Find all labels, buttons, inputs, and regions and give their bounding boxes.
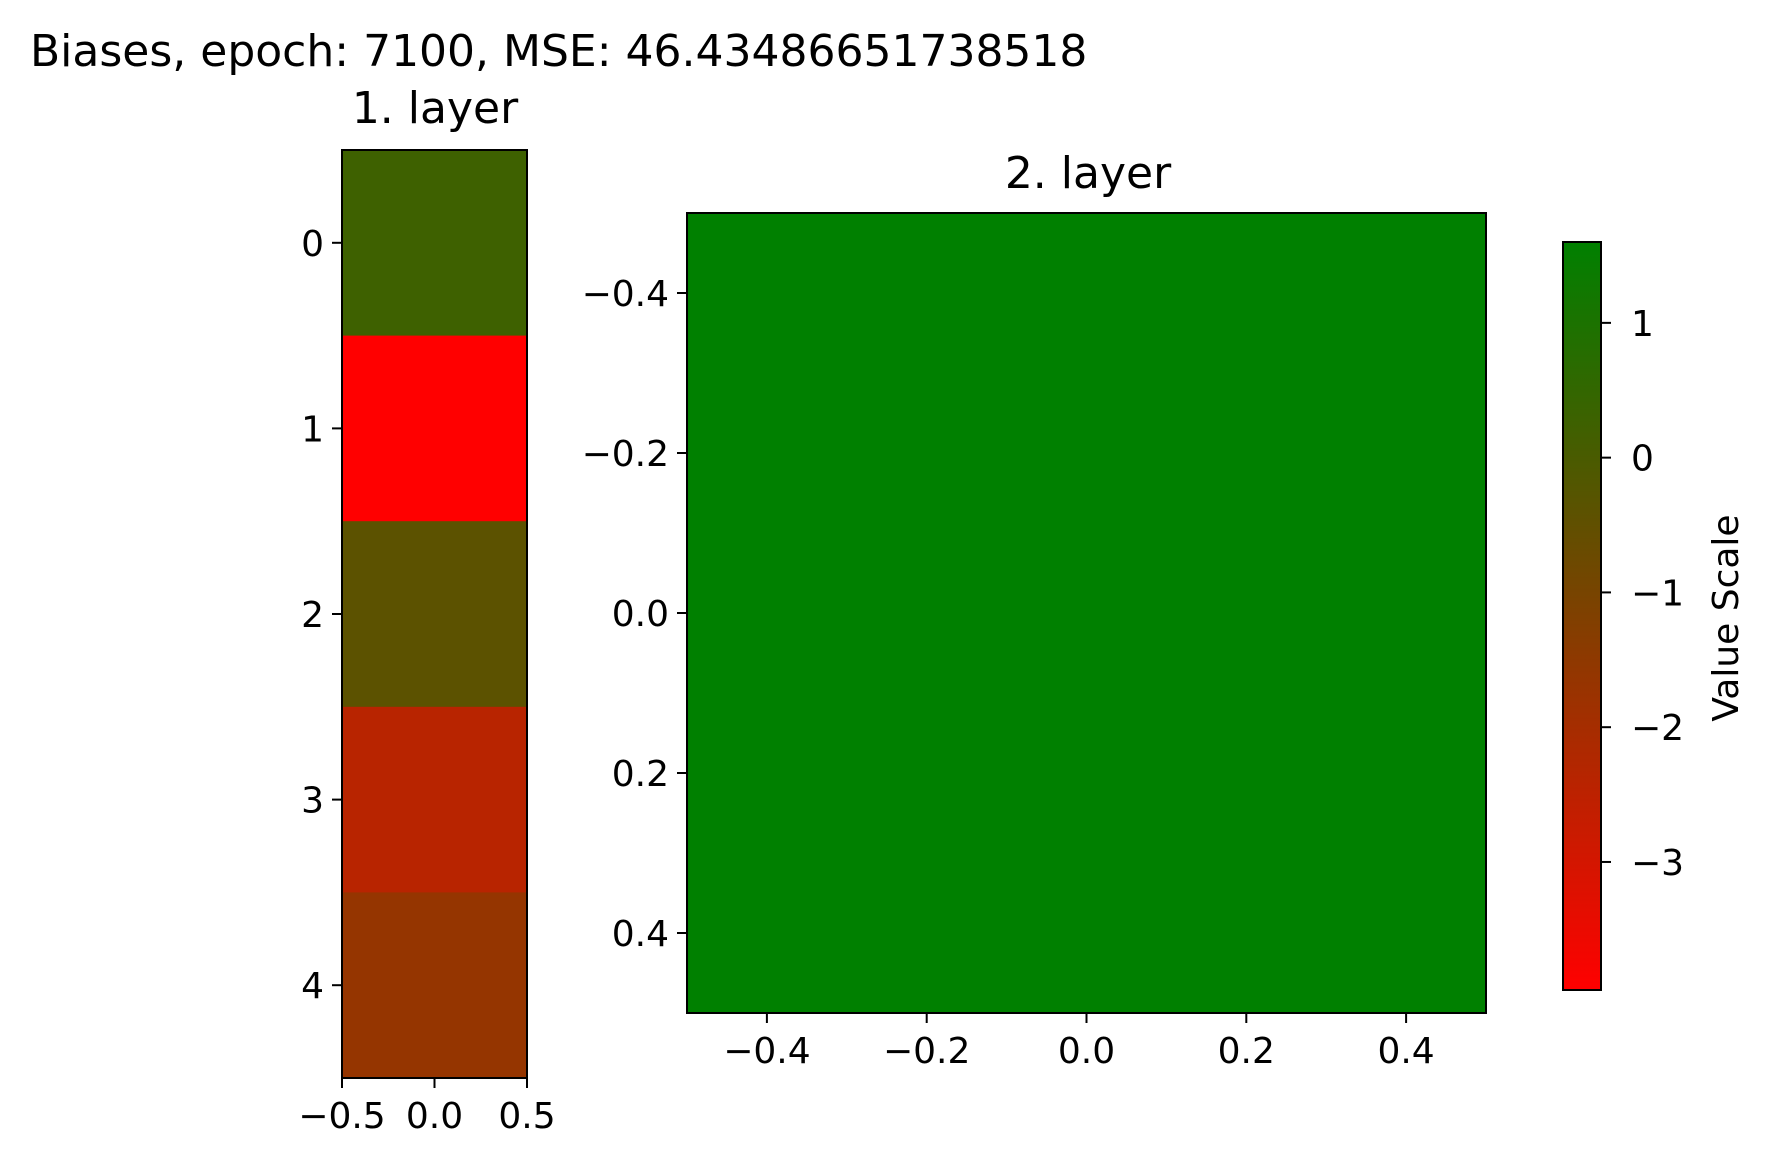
y-tick-label: 0	[301, 224, 324, 265]
panel-1-title: 1. layer	[352, 83, 519, 134]
y-tick-label: 0.0	[612, 594, 669, 635]
y-tick-label: −0.2	[582, 434, 669, 475]
x-tick-label: 0.0	[406, 1096, 463, 1137]
x-tick-label: 0.4	[1377, 1031, 1434, 1072]
heatmap-cell-p1-r0-c0	[342, 150, 528, 337]
x-tick-label: 0.0	[1058, 1031, 1115, 1072]
y-tick-label: −0.4	[582, 274, 669, 315]
x-tick-label: 0.5	[498, 1096, 555, 1137]
heatmap-cell-p1-r1-c0	[342, 335, 528, 522]
y-tick-label: 0.2	[612, 754, 669, 795]
panel-2-title: 2. layer	[1005, 148, 1172, 199]
x-tick-label: −0.5	[298, 1096, 385, 1137]
heatmap-cell-p1-r2-c0	[342, 521, 528, 708]
heatmap-cell-p1-r4-c0	[342, 892, 528, 1079]
colorbar-gradient	[1562, 241, 1602, 991]
heatmap-cell-p2-r0-c0	[687, 213, 1487, 1014]
y-tick-label: 1	[301, 409, 324, 450]
heatmap-cell-p1-r3-c0	[342, 706, 528, 893]
colorbar: 1 0 −1 −2 −3	[1562, 241, 1684, 991]
panel-1: −0.5 0.0 0.5 0 1 2 3 4	[298, 149, 556, 1137]
x-tick-label: 0.2	[1218, 1031, 1275, 1072]
colorbar-tick-label: 0	[1631, 439, 1654, 480]
y-tick-label: 0.4	[612, 914, 669, 955]
chart-title: Biases, epoch: 7100, MSE: 46.43486651738…	[30, 26, 1087, 77]
colorbar-tick-label: −3	[1631, 843, 1684, 884]
y-tick-label: 4	[301, 966, 324, 1007]
panel-2: −0.4 −0.2 0.0 0.2 0.4 −0.4 −0.2 0.0 0.2 0.4	[582, 212, 1487, 1072]
colorbar-tick-label: −2	[1631, 708, 1684, 749]
colorbar-label: Value Scale	[1706, 514, 1747, 721]
x-tick-label: −0.4	[723, 1031, 810, 1072]
colorbar-tick-label: 1	[1631, 304, 1654, 345]
y-tick-label: 2	[301, 595, 324, 636]
colorbar-tick-label: −1	[1631, 573, 1684, 614]
y-tick-label: 3	[301, 781, 324, 822]
x-tick-label: −0.2	[883, 1031, 970, 1072]
